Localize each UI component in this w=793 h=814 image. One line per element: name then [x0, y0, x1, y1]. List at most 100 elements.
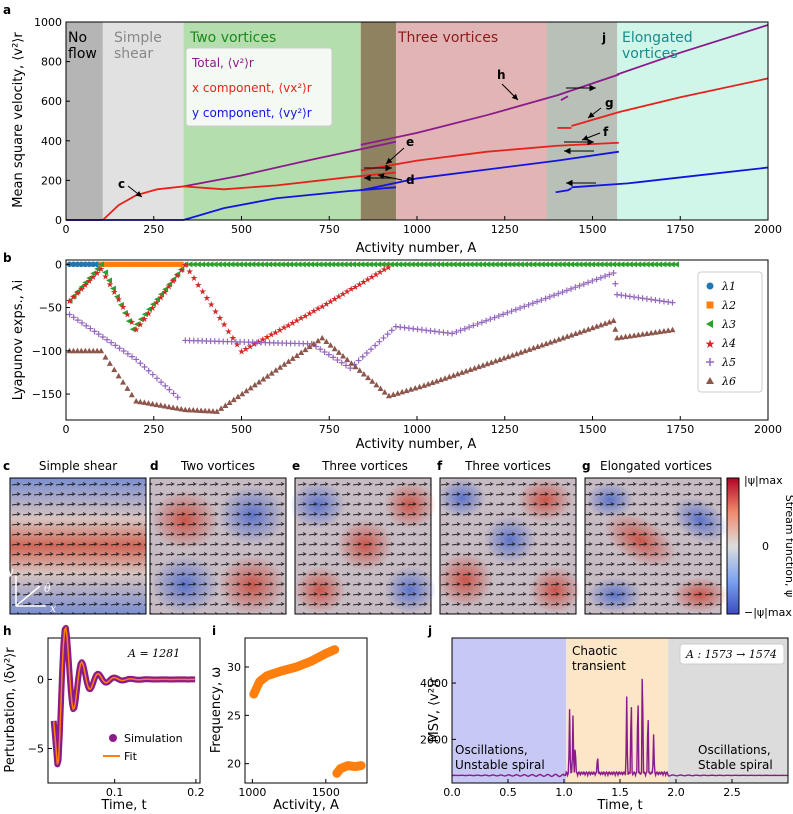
lyap-6-point	[115, 372, 122, 379]
panel-f-label: f	[437, 459, 443, 473]
lyap-5-point	[563, 287, 570, 294]
lyap-6-point	[239, 390, 246, 397]
lyap-5-point	[158, 379, 165, 386]
lyap-5-point	[538, 297, 545, 304]
lyap-6-point	[576, 329, 583, 335]
lyap-6-point	[467, 366, 474, 373]
lyap-5-point	[622, 292, 629, 299]
lyap-3-point	[74, 288, 81, 295]
lyap-5-point	[74, 317, 81, 324]
lyap-3-point	[450, 261, 457, 268]
lyap-6-point	[479, 362, 486, 368]
lyap-5-point	[453, 328, 460, 335]
lyap-5-point	[606, 271, 613, 278]
lyap-3-point	[484, 261, 491, 268]
panel-h-xtick-label: 0.2	[187, 786, 205, 799]
lyap-2-point	[144, 261, 151, 267]
lyap-4-point: ★	[259, 335, 267, 345]
series-fit	[52, 626, 196, 765]
region-0	[66, 22, 103, 220]
lyap-5-point	[95, 331, 102, 338]
panel-a-xtick-label: 1750	[666, 223, 694, 236]
region-no-flow-line2: flow	[68, 46, 97, 62]
lyap-5-point	[334, 357, 341, 364]
lyap-5-point	[580, 281, 587, 288]
lyap-6-point	[98, 347, 105, 354]
lyap-5-point	[612, 280, 619, 287]
lyap-3-point	[117, 301, 124, 308]
lyap-3-point	[631, 261, 638, 268]
lyap-5-point	[648, 296, 655, 303]
lyap-2-point	[127, 261, 134, 267]
series-y-component-seg3	[555, 187, 572, 194]
lyap-6-point	[285, 358, 292, 364]
panel-a-xtick-label: 1500	[579, 223, 607, 236]
region-shear-line2: shear	[114, 46, 153, 62]
lyap-3-point	[149, 301, 156, 308]
lyap-5-point	[665, 299, 672, 306]
lyap-6-point	[610, 317, 617, 324]
lyap-2-point	[157, 261, 163, 267]
panel-j-ytick-label: 4000	[420, 677, 448, 690]
panel-a-ytick-label: 1000	[34, 16, 62, 29]
lyap-6-point	[145, 400, 152, 406]
lyap-4-point: ★	[165, 282, 173, 292]
lyap-6-point	[560, 334, 567, 341]
lyap-5-point	[470, 322, 477, 329]
lyap-6-point	[319, 334, 326, 341]
legend-simulation-marker	[109, 734, 117, 742]
lyap-4-point: ★	[359, 278, 367, 288]
legend-simulation: Simulation	[124, 732, 183, 745]
lyap-4-point: ★	[106, 280, 114, 290]
lyap-6-point	[551, 337, 558, 344]
series-x-component-seg2	[183, 171, 397, 191]
lyap-6-point	[522, 347, 529, 354]
lyap-3-point	[555, 261, 562, 268]
lyap-6-point	[652, 329, 659, 335]
lyap-2-point	[165, 261, 172, 267]
lyap-3-point	[170, 276, 177, 283]
lyap-5-point	[166, 386, 173, 393]
colorbar-label: Stream function, ψ	[783, 495, 793, 597]
lyap-4-point: ★	[368, 273, 376, 283]
lyap-5-point	[656, 297, 663, 304]
lyap-2-point	[174, 261, 180, 267]
marker-f: f	[603, 125, 609, 139]
lyap-3-point	[166, 281, 173, 288]
lyap-6-point	[381, 389, 388, 395]
lyap-6-point	[369, 378, 376, 384]
lyap-3-point	[174, 271, 181, 278]
lyap-6-point	[90, 347, 97, 354]
lyap-6-point	[74, 347, 81, 354]
lyap-5-point	[618, 292, 625, 299]
lyap-5-point	[145, 367, 152, 374]
lyap-6-point	[614, 334, 621, 341]
lyap-5-point	[551, 292, 558, 299]
lyap-3-point	[121, 309, 128, 316]
lyap-3-point	[215, 261, 222, 268]
lyap-4-point: ★	[212, 307, 220, 317]
panel-j-xtick-label: 0.5	[499, 786, 517, 799]
lyap-4-point: ★	[186, 267, 194, 277]
lyap-4-point: ★	[335, 293, 343, 303]
lyap-6-point	[141, 399, 148, 405]
lyap-4-point: ★	[293, 317, 301, 327]
lyap-3-point	[421, 261, 428, 268]
series-total-seg3	[616, 24, 769, 76]
panel-d-label: d	[150, 459, 159, 473]
region-unstable-line2: Unstable spiral	[455, 758, 545, 772]
lyap-5-point	[585, 279, 592, 286]
lyap-3-point	[668, 261, 675, 268]
lyap-5-point	[559, 289, 566, 296]
lyap-4-point: ★	[115, 295, 123, 305]
panel-i-ytick-label: 30	[227, 661, 241, 674]
lyap-3-point	[572, 261, 579, 268]
lyap-6-point	[230, 396, 237, 403]
panel-h: 0.1 0.2 0 −5 h A = 1281 Simulation Fit Time…	[3, 624, 205, 813]
lyap-4-point: ★	[271, 328, 279, 338]
panel-b-legend: λ1 λ2 λ3 ★ λ4 λ5 λ6	[697, 271, 763, 393]
lyap-4-point: ★	[250, 340, 258, 350]
lyap-6-point	[538, 342, 545, 348]
lyap-6-point	[277, 364, 284, 370]
panel-j-xtick-label: 2.0	[667, 786, 685, 799]
